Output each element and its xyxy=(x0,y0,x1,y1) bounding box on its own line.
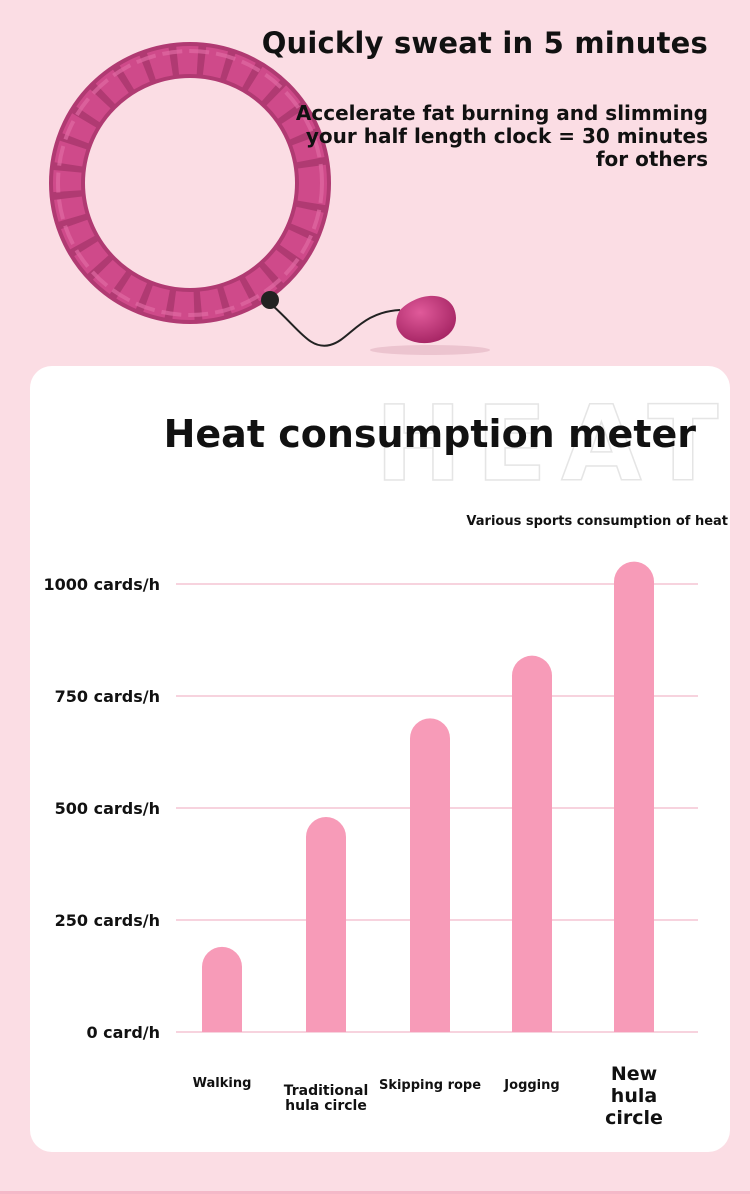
y-tick-label: 750 cards/h xyxy=(55,687,160,706)
x-category-label: Skipping rope xyxy=(379,1078,481,1093)
x-category-label: Traditional hula circle xyxy=(284,1083,369,1114)
chart-card xyxy=(30,366,730,1152)
headline: Quickly sweat in 5 minutes xyxy=(261,26,708,60)
bar xyxy=(202,946,242,1032)
y-tick-label: 0 card/h xyxy=(86,1023,160,1042)
bar xyxy=(306,816,346,1032)
bar xyxy=(614,561,654,1032)
x-category-label: Jogging xyxy=(503,1078,559,1093)
hula-hoop-image xyxy=(49,42,490,355)
bar xyxy=(512,655,552,1032)
y-tick-label: 250 cards/h xyxy=(55,911,160,930)
x-category-label: New hula circle xyxy=(605,1063,663,1129)
chart-title: Heat consumption meter xyxy=(163,412,696,456)
watermark-text: HEAT xyxy=(374,382,733,506)
bottom-divider xyxy=(0,1191,750,1194)
x-category-label: Walking xyxy=(193,1076,252,1091)
chart-subtitle: Various sports consumption of heat xyxy=(466,514,728,529)
subheadline: Accelerate fat burning and slimming your… xyxy=(295,101,708,171)
y-tick-label: 1000 cards/h xyxy=(44,575,160,594)
bar xyxy=(410,718,450,1032)
y-tick-label: 500 cards/h xyxy=(55,799,160,818)
